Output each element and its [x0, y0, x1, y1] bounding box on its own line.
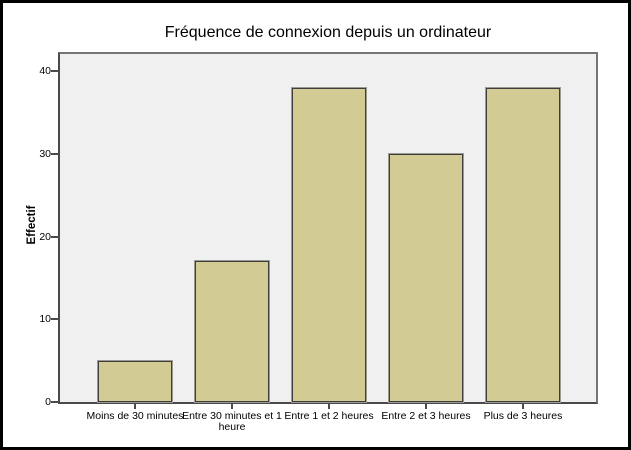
- y-tick-mark: [51, 70, 58, 72]
- bar-4: [388, 153, 464, 403]
- y-tick-mark: [51, 318, 58, 320]
- x-tick-mark: [425, 404, 427, 409]
- plot-area: [58, 52, 598, 404]
- x-tick-label: Plus de 3 heures: [483, 410, 563, 422]
- bar-1: [97, 360, 173, 403]
- x-tick-mark: [328, 404, 330, 409]
- y-tick-label: 20: [39, 231, 51, 243]
- y-tick-label: 40: [39, 65, 51, 77]
- x-tick-label: Moins de 30 minutes: [86, 410, 184, 422]
- x-tick-label: Entre 2 et 3 heures: [381, 410, 471, 422]
- x-tick-mark: [231, 404, 233, 409]
- y-tick-label: 0: [45, 396, 51, 408]
- y-tick-label: 10: [39, 313, 51, 325]
- x-tick-label: Entre 30 minutes et 1 heure: [182, 410, 282, 433]
- x-tick-label: Entre 1 et 2 heures: [284, 410, 374, 422]
- y-tick-mark: [51, 401, 58, 403]
- y-tick-mark: [51, 153, 58, 155]
- bar-5: [485, 87, 561, 403]
- chart-title: Fréquence de connexion depuis un ordinat…: [164, 24, 492, 41]
- x-tick-mark: [522, 404, 524, 409]
- y-tick-mark: [51, 236, 58, 238]
- bar-2: [194, 260, 270, 403]
- x-tick-mark: [134, 404, 136, 409]
- bar-3: [291, 87, 367, 403]
- y-tick-label: 30: [39, 148, 51, 160]
